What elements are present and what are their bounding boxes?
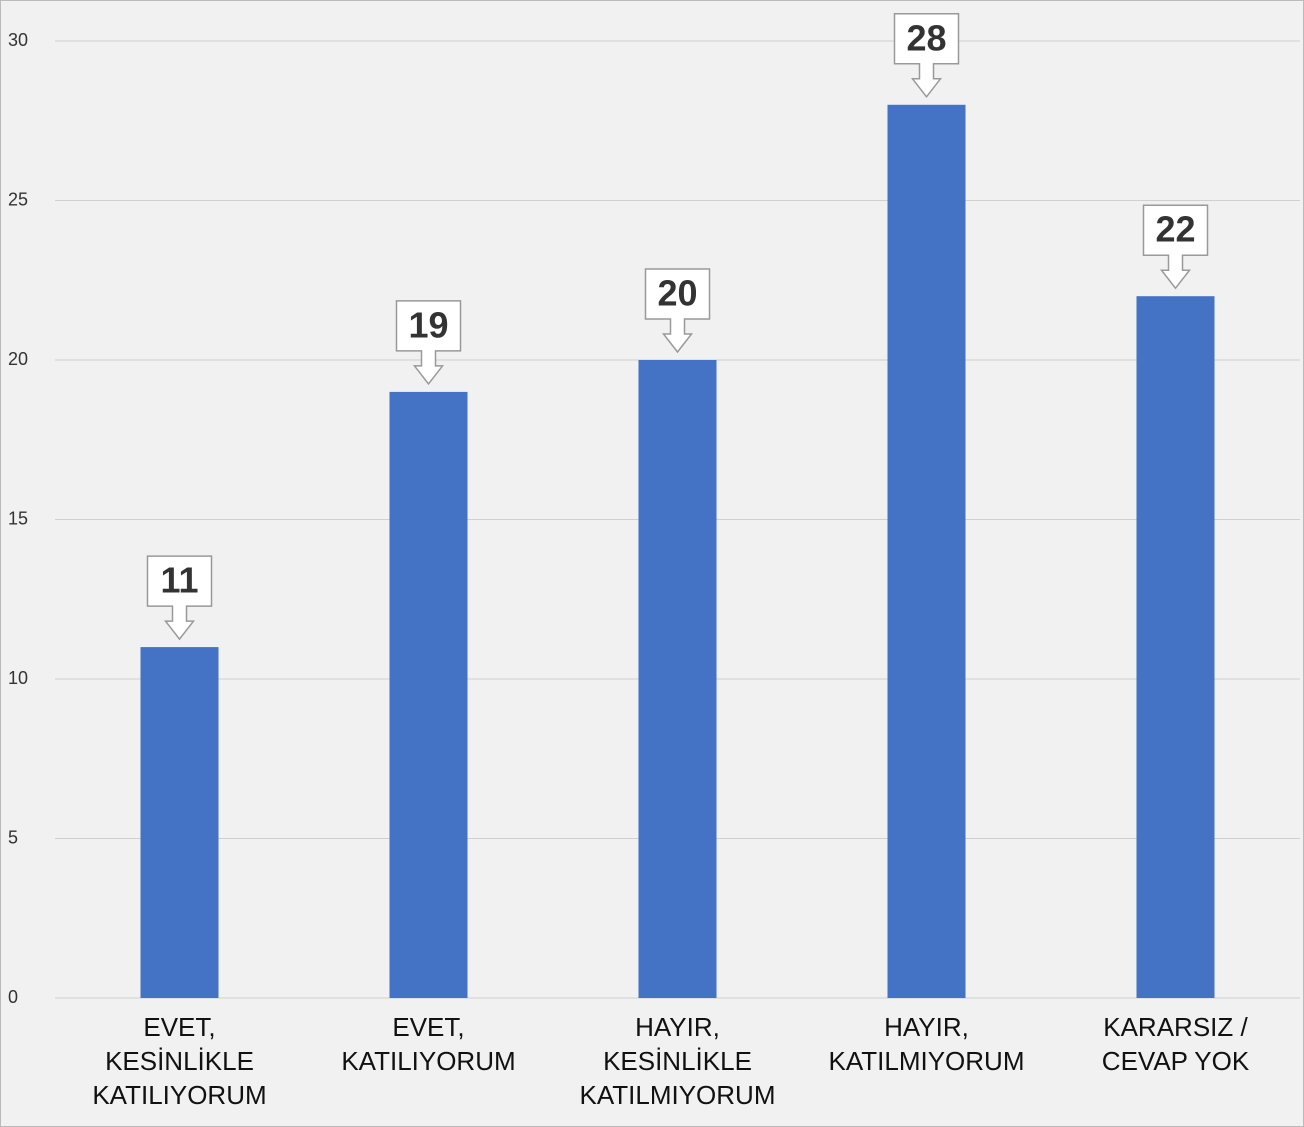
value-label: 28 (906, 17, 946, 58)
y-tick-label: 25 (8, 189, 28, 209)
callout (146, 555, 213, 641)
x-tick-label: HAYIR, KESİNLİKLE KATILMIYORUM (579, 1012, 776, 1110)
value-label: 20 (657, 273, 697, 314)
callout (395, 300, 462, 386)
x-tick-label: EVET, KATILIYORUM (341, 1012, 516, 1076)
y-tick-label: 5 (8, 827, 18, 847)
value-label: 19 (408, 304, 448, 345)
y-tick-label: 20 (8, 349, 28, 369)
bar (887, 104, 966, 999)
bar (140, 647, 219, 998)
value-label: 22 (1155, 209, 1195, 250)
callout (1142, 204, 1209, 290)
callout (644, 268, 711, 354)
callout (893, 13, 960, 99)
y-tick-label: 10 (8, 668, 28, 688)
bar (638, 360, 717, 998)
bar (1136, 296, 1215, 998)
x-tick-label: HAYIR, KATILMIYORUM (828, 1012, 1025, 1076)
x-tick-label: EVET, KESİNLİKLE KATILIYORUM (92, 1012, 267, 1110)
x-tick-label: KARARSIZ / CEVAP YOK (1101, 1012, 1250, 1076)
value-label: 11 (160, 560, 198, 601)
y-tick-label: 15 (8, 508, 28, 528)
bar (389, 391, 468, 998)
y-tick-label: 30 (8, 30, 28, 50)
y-tick-label: 0 (8, 987, 18, 1007)
